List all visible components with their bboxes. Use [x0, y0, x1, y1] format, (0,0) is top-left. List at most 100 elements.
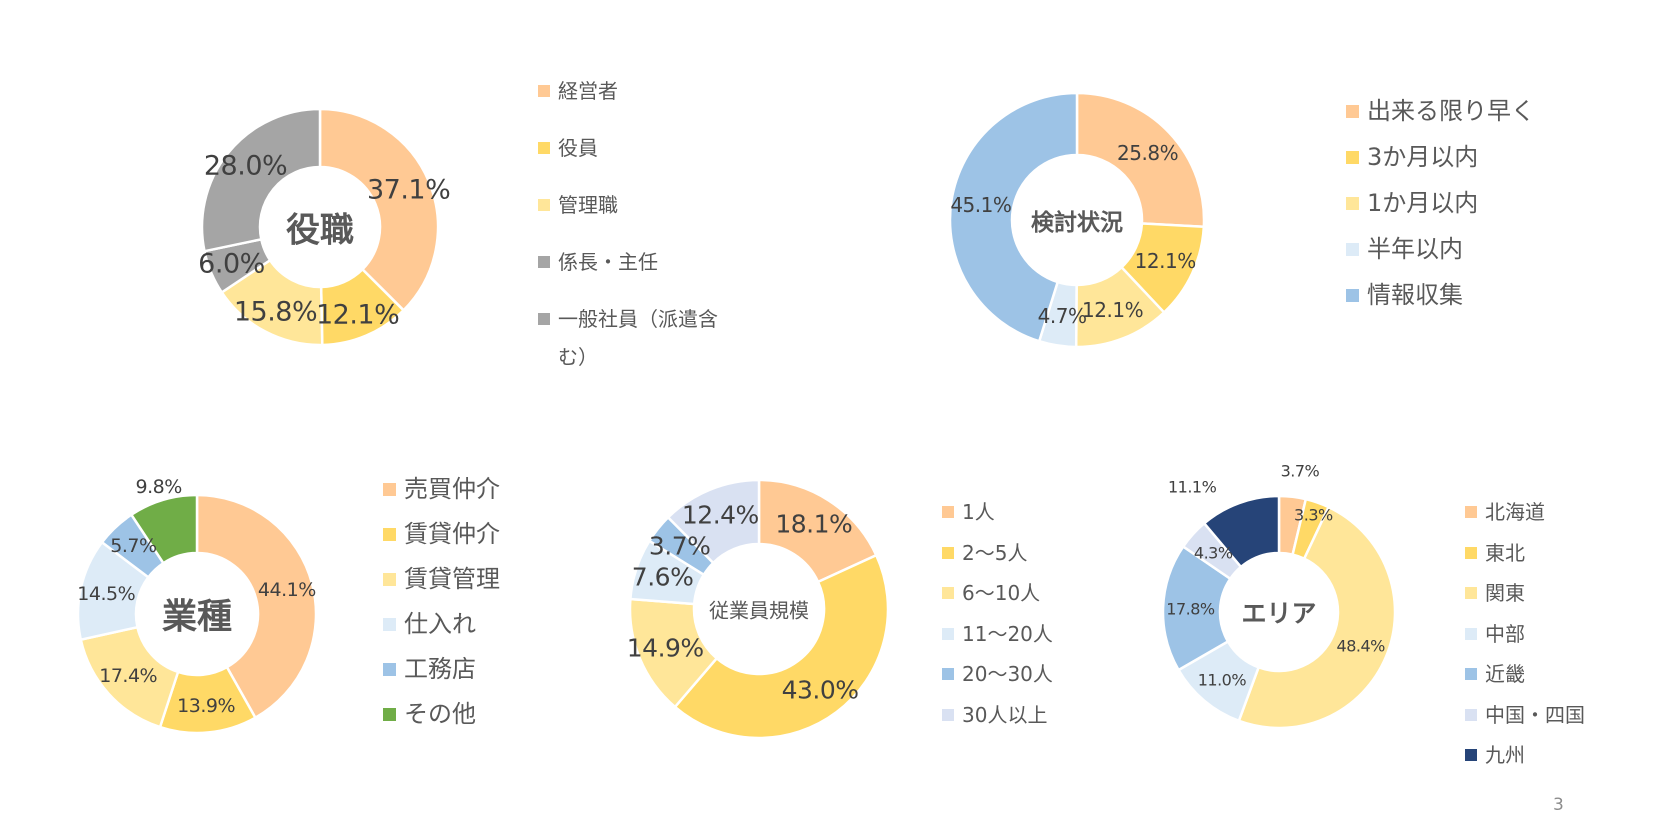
- legend-swatch-icon: [383, 617, 396, 631]
- slice-北海道: [1277, 494, 1308, 557]
- slice-仕入れ: [76, 540, 151, 642]
- legend-item: 20〜30人: [942, 661, 1142, 702]
- legend-label: 仕入れ: [404, 610, 476, 638]
- legend-label: 北海道: [1485, 500, 1545, 524]
- legend-item: 1人: [942, 499, 1142, 540]
- slice-賃貸管理: [79, 625, 180, 729]
- page-number: 3: [1553, 795, 1564, 815]
- slice-11〜20人: [629, 539, 706, 606]
- data-label: 11.0%: [1197, 670, 1247, 690]
- legend-label: 中部: [1485, 621, 1525, 646]
- legend-item: 関東: [1465, 580, 1665, 621]
- legend-label: 係長・主任: [558, 250, 658, 274]
- legend-label: 一般社員（派遣含む）: [558, 307, 718, 369]
- data-label: 3.7%: [648, 531, 711, 561]
- legend-label: 賃貸管理: [404, 565, 500, 593]
- slice-2〜5人: [673, 553, 890, 740]
- legend-label: 1人: [962, 500, 995, 524]
- legend-swatch-icon: [1465, 668, 1477, 680]
- legend-swatch-icon: [538, 313, 550, 325]
- legend-swatch-icon: [383, 707, 396, 721]
- slice-売買仲介: [195, 493, 318, 720]
- legend-swatch-icon: [538, 256, 550, 268]
- legend-label: 20〜30人: [962, 662, 1053, 686]
- chart-legend: 売買仲介 賃貸仲介 賃貸管理 仕入れ 工務店 その他: [383, 474, 583, 744]
- legend-item: 出来る限り早く: [1346, 96, 1606, 142]
- legend-swatch-icon: [942, 506, 954, 518]
- data-label: 28.0%: [203, 150, 288, 182]
- slice-一般社員（派遣含む）: [200, 107, 322, 253]
- data-label: 37.1%: [366, 174, 451, 206]
- chart-title: エリア: [1241, 599, 1317, 628]
- data-label: 7.6%: [631, 562, 694, 592]
- data-label: 17.4%: [99, 665, 158, 688]
- legend-label: 経営者: [558, 79, 618, 103]
- legend-swatch-icon: [1346, 288, 1359, 302]
- legend-swatch-icon: [383, 572, 396, 586]
- legend-label: 九州: [1485, 743, 1525, 767]
- data-label: 4.3%: [1193, 543, 1233, 563]
- legend-label: 関東: [1485, 581, 1525, 605]
- legend-item: 一般社員（派遣含む）: [538, 300, 738, 369]
- data-label: 11.1%: [1167, 477, 1217, 497]
- data-label: 44.1%: [257, 579, 316, 602]
- chart-legend: 1人 2〜5人 6〜10人 11〜20人 20〜30人 30人以上: [942, 499, 1142, 742]
- data-label: 14.9%: [626, 633, 704, 663]
- slice-役員: [319, 267, 406, 347]
- chart-legend: 出来る限り早く 3か月以内 1か月以内 半年以内 情報収集: [1346, 96, 1606, 326]
- legend-label: 賃貸仲介: [404, 520, 500, 548]
- chart-title: 役職: [286, 210, 354, 251]
- legend-swatch-icon: [942, 708, 954, 721]
- legend-label: 1か月以内: [1367, 189, 1479, 217]
- slice-30人以上: [666, 478, 761, 565]
- legend-item: 情報収集: [1346, 280, 1606, 326]
- legend-swatch-icon: [1346, 104, 1359, 118]
- data-label: 15.8%: [233, 296, 318, 328]
- legend-label: 6〜10人: [962, 581, 1041, 605]
- legend-swatch-icon: [538, 199, 550, 211]
- legend-label: 管理職: [558, 193, 618, 217]
- legend-label: 工務店: [404, 655, 476, 683]
- legend-swatch-icon: [1465, 627, 1477, 640]
- slice-出来る限り早く: [1075, 91, 1206, 229]
- slice-賃貸仲介: [158, 665, 258, 735]
- legend-swatch-icon: [538, 142, 550, 154]
- data-label: 9.8%: [135, 475, 183, 498]
- data-label: 12.1%: [315, 299, 400, 331]
- legend-item: 賃貸管理: [383, 564, 583, 609]
- slice-20〜30人: [647, 515, 715, 577]
- data-label: 12.4%: [681, 500, 759, 530]
- legend-item: 売買仲介: [383, 474, 583, 519]
- slice-情報収集: [948, 91, 1079, 343]
- legend-item: 1か月以内: [1346, 188, 1606, 234]
- legend-swatch-icon: [383, 482, 396, 496]
- data-label: 6.0%: [198, 248, 265, 280]
- chart-legend: 北海道 東北 関東 中部 近畿 中国・四国 九州: [1465, 499, 1665, 783]
- legend-item: 半年以内: [1346, 234, 1606, 280]
- legend-item: 30人以上: [942, 702, 1142, 743]
- slice-経営者: [318, 107, 440, 313]
- legend-label: 近畿: [1485, 662, 1525, 686]
- legend-label: 半年以内: [1367, 235, 1463, 263]
- legend-swatch-icon: [1465, 587, 1477, 599]
- legend-item: 6〜10人: [942, 580, 1142, 621]
- data-label: 12.1%: [1134, 248, 1197, 273]
- data-label: 18.1%: [775, 509, 853, 539]
- legend-swatch-icon: [1465, 506, 1477, 518]
- data-label: 25.8%: [1117, 141, 1179, 166]
- chart-legend: 経営者 役員 管理職 係長・主任 一般社員（派遣含む）: [538, 72, 738, 369]
- slice-九州: [1202, 494, 1281, 569]
- legend-item: 管理職: [538, 186, 738, 243]
- legend-label: 11〜20人: [962, 621, 1053, 646]
- slice-管理職: [220, 258, 324, 347]
- slice-3か月以内: [1119, 222, 1206, 315]
- legend-item: 中国・四国: [1465, 702, 1665, 743]
- legend-label: 売買仲介: [404, 475, 500, 503]
- data-label: 3.3%: [1294, 505, 1333, 525]
- data-label: 12.1%: [1082, 298, 1144, 323]
